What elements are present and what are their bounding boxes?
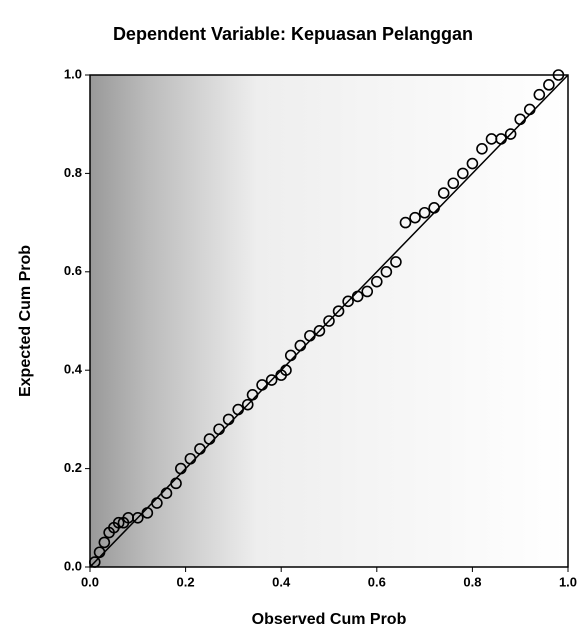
point bbox=[437, 187, 450, 199]
point bbox=[332, 305, 345, 317]
point bbox=[390, 256, 402, 268]
point bbox=[323, 315, 335, 327]
reference-line bbox=[89, 74, 569, 568]
point bbox=[399, 216, 412, 229]
point bbox=[514, 113, 527, 126]
point bbox=[552, 69, 565, 81]
point bbox=[457, 167, 469, 180]
point bbox=[294, 339, 307, 352]
point bbox=[246, 388, 259, 401]
point bbox=[203, 433, 216, 445]
point bbox=[170, 477, 182, 490]
point bbox=[151, 497, 163, 509]
point bbox=[132, 511, 144, 524]
x-tick-label: 0.0 bbox=[81, 574, 99, 589]
point bbox=[194, 443, 206, 455]
chart-title: Dependent Variable: Kepuasan Pelanggan bbox=[113, 24, 473, 44]
point bbox=[232, 403, 244, 416]
point bbox=[428, 202, 440, 214]
point bbox=[93, 546, 106, 559]
point bbox=[222, 413, 235, 426]
y-tick-label: 0.2 bbox=[64, 460, 82, 475]
point bbox=[280, 364, 292, 377]
x-tick-label: 0.4 bbox=[272, 574, 291, 589]
point bbox=[409, 211, 421, 224]
point bbox=[284, 349, 297, 362]
point bbox=[141, 507, 154, 519]
point bbox=[88, 556, 101, 568]
point bbox=[361, 285, 374, 298]
point bbox=[313, 325, 326, 337]
x-tick-label: 0.8 bbox=[463, 574, 481, 589]
point bbox=[213, 423, 225, 436]
point bbox=[504, 128, 517, 140]
point bbox=[241, 398, 254, 411]
point bbox=[476, 143, 488, 155]
point bbox=[256, 379, 268, 391]
y-tick-label: 0.8 bbox=[64, 165, 82, 180]
x-tick-label: 0.2 bbox=[177, 574, 195, 589]
point bbox=[160, 487, 173, 500]
point bbox=[175, 462, 187, 475]
point bbox=[351, 290, 364, 303]
point bbox=[523, 103, 536, 116]
y-tick-label: 0.0 bbox=[64, 558, 82, 573]
x-tick-label: 1.0 bbox=[559, 574, 577, 589]
point bbox=[112, 516, 125, 529]
point bbox=[447, 177, 460, 190]
point bbox=[370, 275, 383, 288]
point bbox=[466, 157, 479, 170]
x-tick-label: 0.6 bbox=[368, 574, 386, 589]
point bbox=[184, 452, 197, 465]
point bbox=[418, 206, 431, 219]
point bbox=[304, 329, 316, 342]
x-axis-label: Observed Cum Prob bbox=[252, 611, 407, 628]
point bbox=[342, 295, 354, 308]
point bbox=[98, 536, 111, 549]
point bbox=[380, 265, 393, 278]
point bbox=[533, 88, 546, 101]
point bbox=[495, 133, 507, 145]
y-tick-label: 0.6 bbox=[64, 263, 82, 278]
y-tick-label: 1.0 bbox=[64, 66, 82, 81]
y-axis-label: Expected Cum Prob bbox=[17, 245, 34, 397]
point bbox=[543, 79, 555, 91]
point bbox=[265, 374, 278, 386]
y-tick-label: 0.4 bbox=[64, 362, 83, 377]
